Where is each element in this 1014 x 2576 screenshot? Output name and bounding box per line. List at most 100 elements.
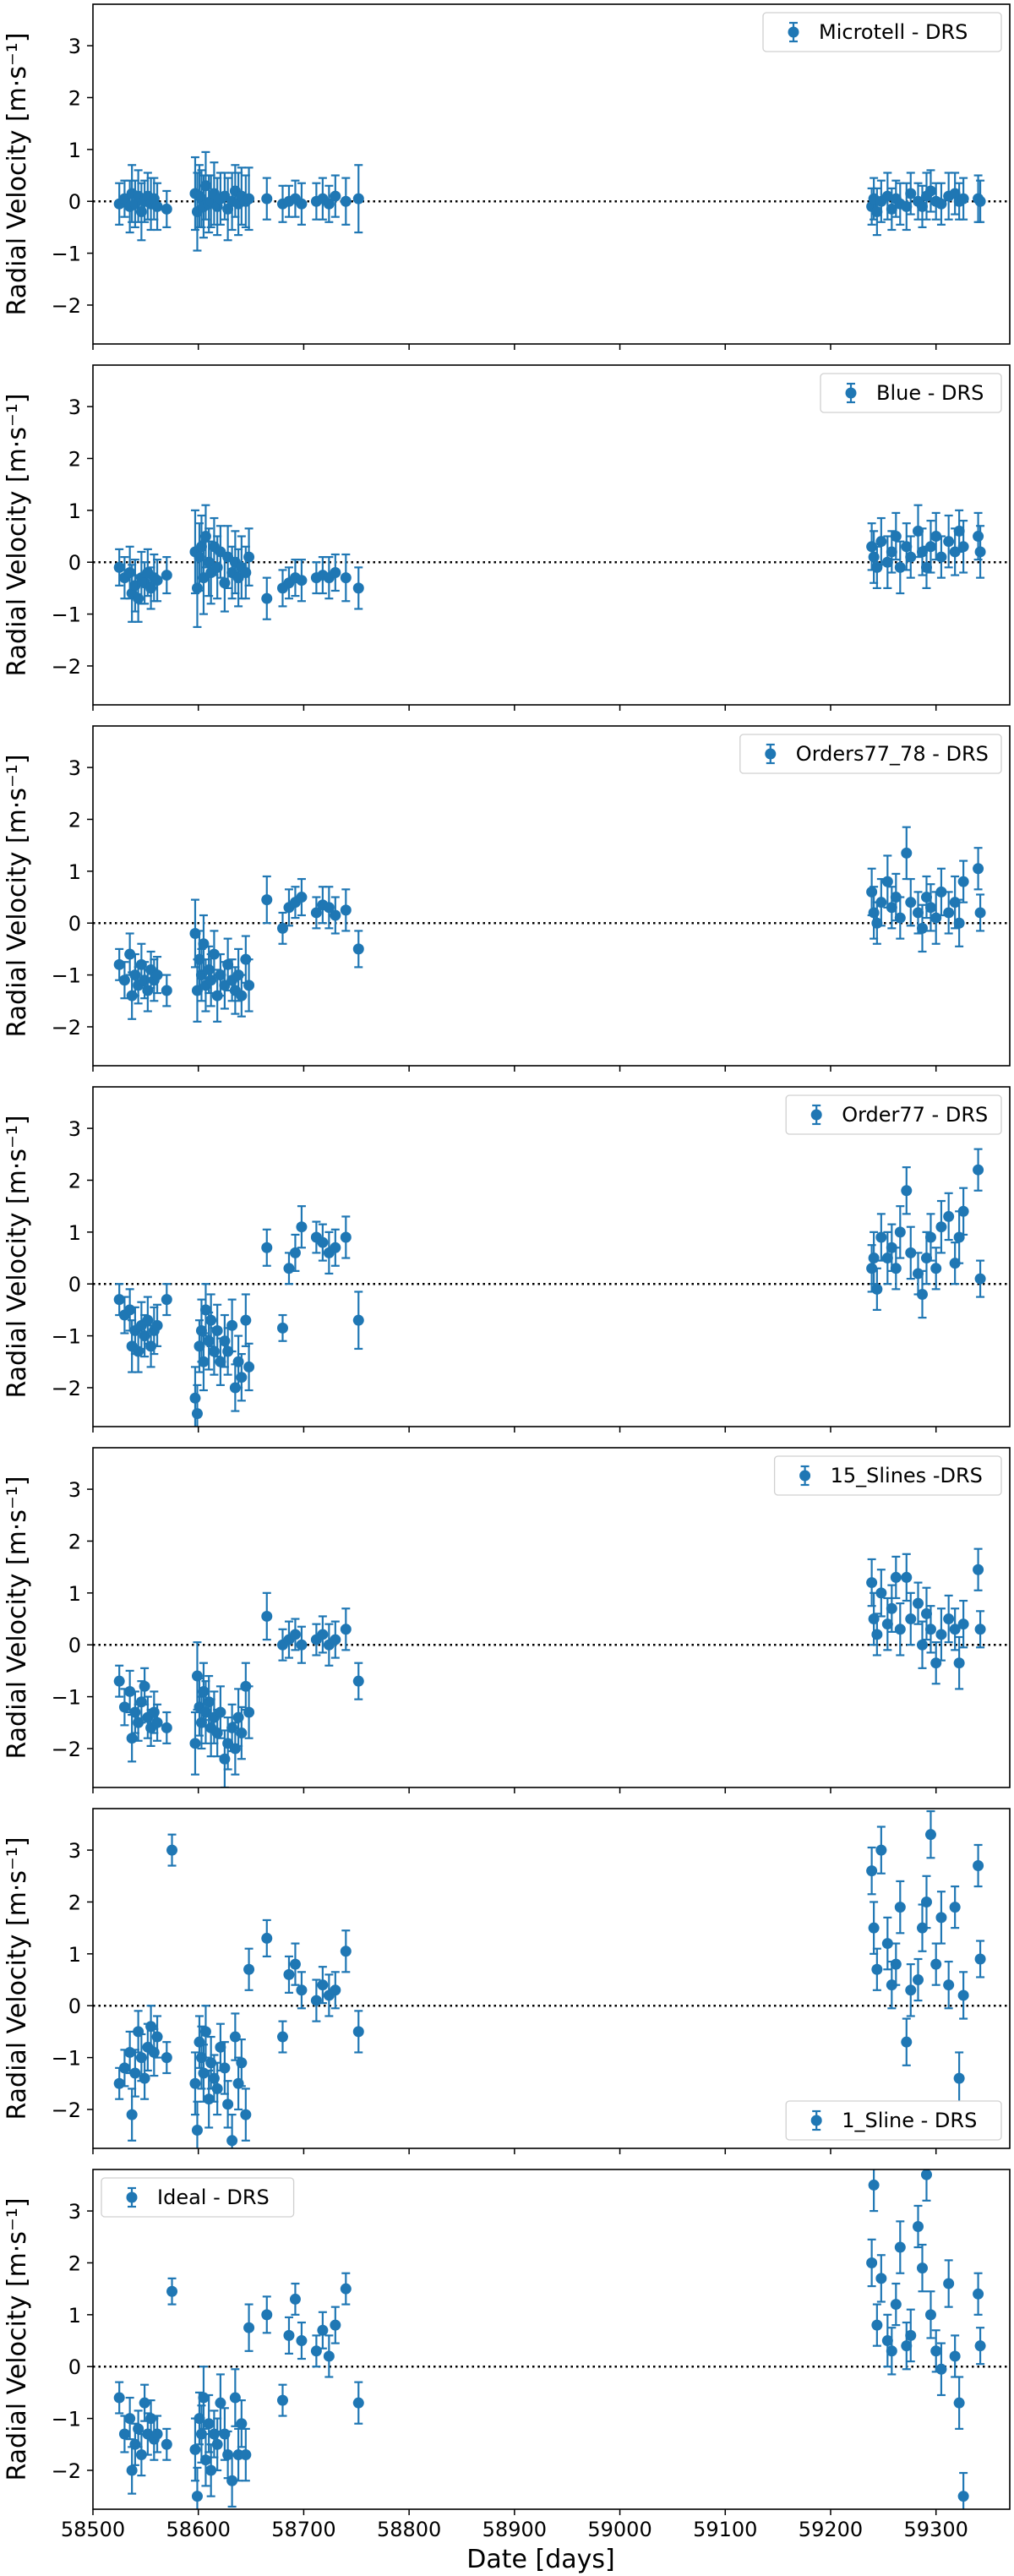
data-point xyxy=(890,1571,902,1583)
data-point xyxy=(868,1922,880,1934)
y-axis-label: Radial Velocity [m·s⁻¹] xyxy=(3,32,32,315)
data-point xyxy=(243,551,255,563)
data-point xyxy=(974,1273,986,1285)
data-point xyxy=(243,980,255,991)
data-point xyxy=(871,2319,883,2331)
legend: Blue - DRS xyxy=(820,373,1002,413)
data-point xyxy=(352,2397,364,2409)
rv-panel-6: −2 −1 0 1 2 3 Radial Velocity [m·s⁻¹] 1_Sline -… xyxy=(3,1808,1011,2154)
y-axis-label: Radial Velocity [m·s⁻¹] xyxy=(3,754,32,1037)
data-point xyxy=(133,2423,144,2435)
x-tick-label: 59200 xyxy=(799,2518,863,2541)
legend-box xyxy=(785,1094,1002,1135)
data-point xyxy=(881,2335,893,2347)
legend-marker-point xyxy=(799,1470,811,1482)
data-point xyxy=(913,2221,924,2233)
data-point xyxy=(261,193,273,205)
data-point xyxy=(151,200,163,212)
data-point xyxy=(953,2397,965,2409)
data-point xyxy=(276,2031,288,2043)
data-point xyxy=(973,863,984,875)
data-point xyxy=(243,1963,255,1975)
data-point xyxy=(240,2449,252,2461)
data-point xyxy=(317,1236,329,1248)
axes-frame xyxy=(92,364,1011,706)
data-point xyxy=(866,1865,878,1877)
y-axis-label: Radial Velocity [m·s⁻¹] xyxy=(3,393,32,676)
data-point xyxy=(118,2428,130,2440)
data-point xyxy=(974,907,986,919)
data-point xyxy=(901,541,913,553)
data-point xyxy=(296,1221,308,1233)
data-point xyxy=(913,1974,924,1986)
data-point xyxy=(330,909,341,921)
y-tick-label: −2 xyxy=(52,1016,81,1040)
y-tick-label: −1 xyxy=(52,964,81,988)
data-point xyxy=(935,551,947,563)
data-point xyxy=(276,2394,288,2406)
data-point xyxy=(205,2464,217,2476)
rv-panel-7: −2 −1 0 1 2 3 58500 58600 58700 58800 58900 59000 59… xyxy=(3,2169,1011,2541)
legend: 1_Sline - DRS xyxy=(785,2100,1002,2141)
data-point xyxy=(905,551,917,563)
data-point xyxy=(126,2109,138,2120)
data-point xyxy=(949,1624,961,1635)
data-point xyxy=(289,1629,301,1640)
data-point xyxy=(289,1247,301,1258)
data-point xyxy=(916,1639,928,1651)
data-point xyxy=(151,2428,163,2440)
data-point xyxy=(283,1968,295,1980)
data-point xyxy=(296,575,308,587)
y-tick-label: −1 xyxy=(52,1686,81,1710)
data-point xyxy=(901,1571,913,1583)
data-point xyxy=(161,203,172,215)
data-point xyxy=(340,1624,352,1635)
data-points xyxy=(113,826,986,1023)
y-tick-label: 0 xyxy=(68,912,81,936)
data-point xyxy=(118,2062,130,2074)
data-point xyxy=(935,1629,947,1640)
y-tick-label: 1 xyxy=(68,499,81,523)
y-tick-label: 3 xyxy=(68,2200,81,2224)
data-point xyxy=(901,847,913,859)
data-point xyxy=(943,1210,955,1222)
y-tick-label: −1 xyxy=(52,603,81,627)
data-point xyxy=(886,546,897,558)
data-point xyxy=(310,1995,322,2006)
data-point xyxy=(139,2397,150,2409)
data-point xyxy=(957,541,969,553)
data-point xyxy=(881,1253,893,1264)
data-point xyxy=(261,592,273,604)
data-point xyxy=(935,1221,947,1233)
data-point xyxy=(881,1618,893,1630)
data-point xyxy=(124,1685,136,1697)
data-point xyxy=(935,886,947,898)
data-point xyxy=(126,1733,138,1744)
data-point xyxy=(930,531,942,543)
data-point xyxy=(901,2036,913,2048)
y-tick-label: 2 xyxy=(68,808,81,832)
data-point xyxy=(296,1984,308,1996)
x-tick-label: 59000 xyxy=(587,2518,651,2541)
data-point xyxy=(205,1314,217,1326)
data-point xyxy=(352,1314,364,1326)
y-axis-label: Radial Velocity [m·s⁻¹] xyxy=(3,1836,32,2120)
data-point xyxy=(139,2072,150,2084)
legend-box xyxy=(773,1455,1002,1496)
legend-marker-point xyxy=(788,26,799,38)
legend-label: 15_Slines -DRS xyxy=(831,1464,983,1487)
y-tick-label: 3 xyxy=(68,1117,81,1141)
data-point xyxy=(920,1896,932,1907)
data-point xyxy=(323,2350,335,2362)
data-point xyxy=(352,943,364,955)
data-point xyxy=(323,198,335,210)
legend: Microtell - DRS xyxy=(762,12,1002,52)
legend-box xyxy=(785,2100,1002,2141)
data-point xyxy=(236,2418,248,2430)
data-point xyxy=(905,1984,917,1996)
data-point xyxy=(901,2340,913,2352)
data-point xyxy=(875,2273,887,2284)
legend-marker-point xyxy=(810,1109,822,1121)
data-point xyxy=(943,907,955,919)
legend-marker-point xyxy=(845,387,857,399)
